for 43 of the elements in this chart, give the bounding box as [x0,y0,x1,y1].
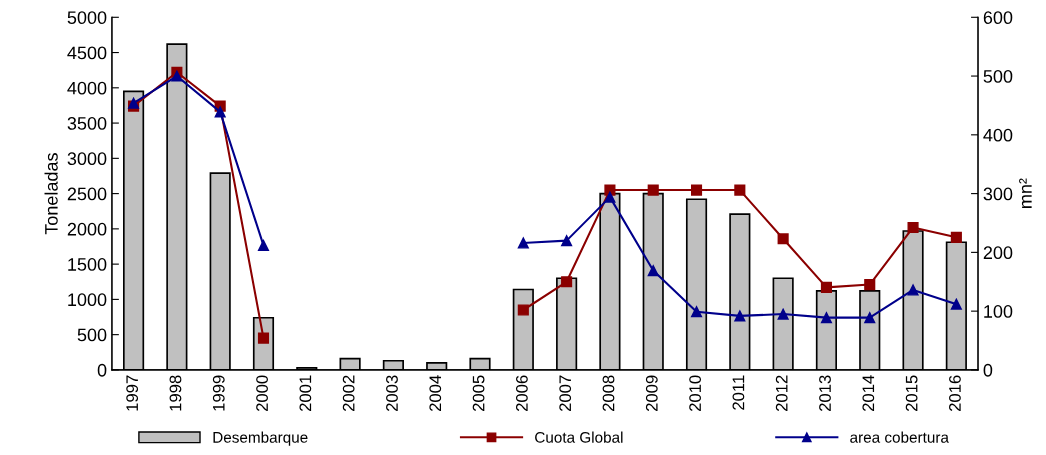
y-tick-label: 5000 [67,11,107,25]
y-tick-label: 4500 [67,46,107,60]
x-tick-label: 2004 [429,375,442,412]
y-tick-label: 3500 [67,117,107,130]
x-tick-label: 2003 [386,375,398,412]
y-axis-title: Toneladas [44,153,58,235]
x-tick-label: 1997 [126,375,139,411]
y2-tick-label: 500 [983,70,1013,83]
y2-tick-label: 0 [983,363,993,377]
y2-tick-label: 400 [983,128,1013,142]
y2-tick-label: 600 [983,11,1013,25]
y-tick-label: 0 [97,363,107,377]
x-tick-label: 2005 [472,375,485,412]
y-tick-label: 1000 [68,293,107,307]
x-tick-label: 2000 [256,375,268,412]
y2-axis-title: mn² [1019,178,1032,208]
y-tick-label: 1500 [68,258,107,271]
y-tick-label: 3000 [67,152,107,166]
x-tick-label: 2012 [775,375,788,412]
legend-label: Cuota Global [535,431,623,443]
x-tick-label: 2007 [559,375,572,412]
x-tick-label: 2015 [905,375,918,412]
x-tick-label: 2013 [819,375,831,412]
x-tick-label: 1998 [169,375,182,411]
y2-tick-label: 200 [983,246,1013,260]
y-tick-label: 2500 [67,187,107,201]
x-tick-label: 2008 [602,375,615,412]
x-tick-label: 2011 [732,375,745,410]
y-tick-label: 500 [77,328,107,342]
y-tick-label: 2000 [67,222,107,236]
x-tick-label: 2002 [342,375,355,412]
y2-tick-label: 100 [984,305,1013,318]
legend-label: area cobertura [850,431,949,443]
x-tick-label: 2009 [645,375,658,412]
legend-label: Desembarque [213,431,308,446]
x-tick-label: 2001 [299,375,312,412]
x-tick-label: 2016 [949,375,961,412]
x-tick-label: 1999 [212,375,225,411]
x-tick-label: 2006 [515,375,528,412]
y2-tick-label: 300 [983,187,1013,201]
x-tick-label: 2014 [862,375,875,412]
x-tick-label: 2010 [689,375,702,412]
y-tick-label: 4000 [67,81,107,95]
